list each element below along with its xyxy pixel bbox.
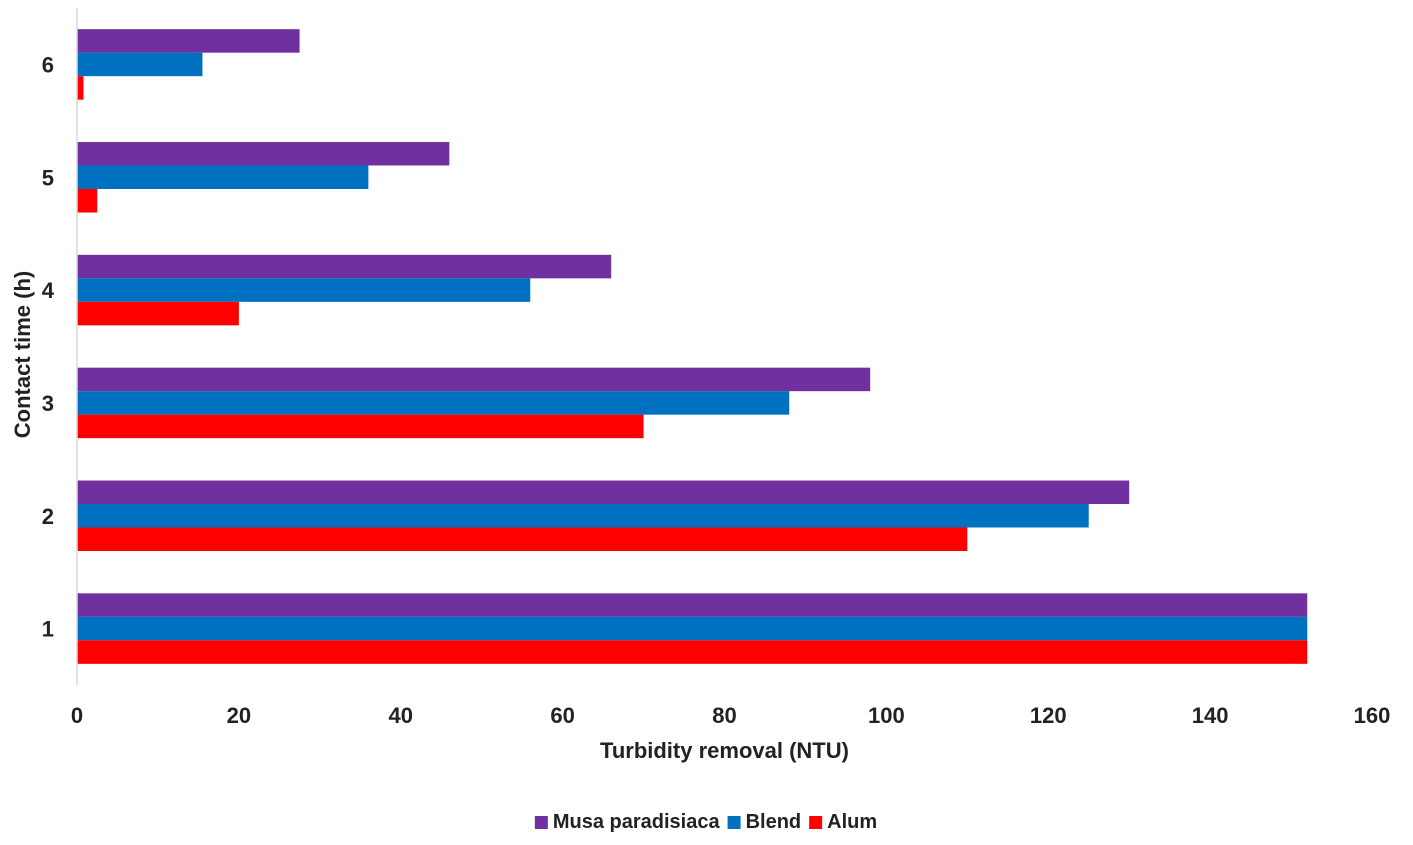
x-tick-label-20: 20 <box>227 703 251 728</box>
bar-alum-6 <box>77 76 84 100</box>
x-tick-label-0: 0 <box>71 703 83 728</box>
y-tick-labels: 1 2 3 4 5 6 <box>42 52 55 641</box>
bar-blend-6 <box>77 52 203 77</box>
bar-alum-3 <box>77 414 644 439</box>
bar-musa-paradisiaca-4 <box>77 254 612 279</box>
legend-label-musa-paradisiaca: Musa paradisiaca <box>553 811 721 833</box>
bar-musa-paradisiaca-2 <box>77 480 1130 504</box>
y-tick-label-3: 3 <box>42 391 54 416</box>
bar-musa-paradisiaca-1 <box>77 593 1308 617</box>
x-tick-label-80: 80 <box>712 703 736 728</box>
x-tick-label-160: 160 <box>1354 703 1391 728</box>
bar-blend-2 <box>77 504 1089 528</box>
legend-swatch-blend <box>727 816 741 829</box>
legend-swatch-musa-paradisiaca <box>534 816 548 829</box>
y-tick-label-2: 2 <box>42 504 54 529</box>
x-axis-label: Turbidity removal (NTU) <box>600 738 849 763</box>
bar-musa-paradisiaca-6 <box>77 29 300 53</box>
legend-label-alum: Alum <box>827 811 877 833</box>
legend-label-blend: Blend <box>746 811 802 833</box>
x-tick-label-120: 120 <box>1030 703 1067 728</box>
bar-blend-5 <box>77 165 369 189</box>
y-tick-label-6: 6 <box>42 52 54 77</box>
legend: Musa paradisiaca Blend Alum <box>534 811 877 833</box>
bar-alum-2 <box>77 527 968 551</box>
bar-alum-1 <box>77 640 1308 664</box>
x-tick-label-40: 40 <box>389 703 413 728</box>
y-axis-label: Contact time (h) <box>10 271 35 438</box>
bar-blend-1 <box>77 616 1308 641</box>
bar-musa-paradisiaca-3 <box>77 367 871 392</box>
x-tick-labels: 0 20 40 60 80 100 120 140 160 <box>71 703 1390 728</box>
x-tick-label-140: 140 <box>1192 703 1229 728</box>
bar-alum-5 <box>77 189 98 213</box>
bar-musa-paradisiaca-5 <box>77 142 450 166</box>
legend-swatch-alum <box>809 816 823 829</box>
y-tick-label-4: 4 <box>42 278 55 303</box>
bar-alum-4 <box>77 301 239 326</box>
bar-blend-4 <box>77 278 531 302</box>
y-tick-label-1: 1 <box>42 617 54 642</box>
bar-blend-3 <box>77 391 790 415</box>
bars-group <box>77 29 1308 664</box>
x-tick-label-60: 60 <box>550 703 574 728</box>
y-tick-label-5: 5 <box>42 165 54 190</box>
x-tick-label-100: 100 <box>868 703 905 728</box>
